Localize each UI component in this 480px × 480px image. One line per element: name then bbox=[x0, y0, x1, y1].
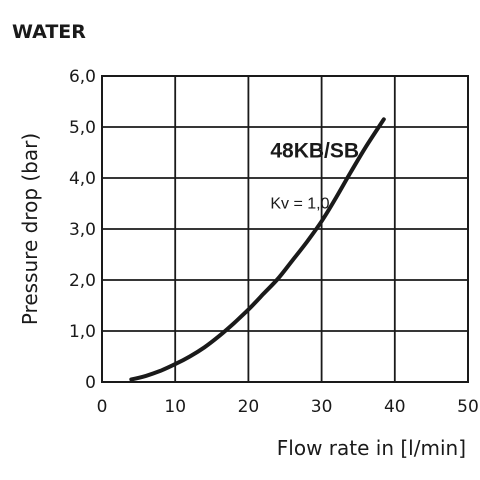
model-label: 48KB/SB bbox=[270, 140, 359, 163]
x-tick-label: 10 bbox=[164, 397, 186, 417]
kv-label: Kv = 1,0 bbox=[270, 196, 329, 213]
x-tick-label: 20 bbox=[238, 397, 260, 417]
plot-frame bbox=[101, 75, 469, 383]
x-tick-label: 30 bbox=[311, 397, 333, 417]
y-axis-label: Pressure drop (bar) bbox=[18, 133, 42, 325]
y-tick-label: 3,0 bbox=[69, 220, 96, 240]
x-tick-label: 0 bbox=[97, 397, 108, 417]
x-tick-label: 50 bbox=[457, 397, 479, 417]
x-axis-label: Flow rate in [l/min] bbox=[277, 436, 466, 460]
y-tick-label: 4,0 bbox=[69, 169, 96, 189]
chart-title: WATER bbox=[12, 21, 86, 43]
grid bbox=[101, 75, 469, 383]
y-tick-label: 0 bbox=[85, 373, 96, 393]
y-tick-label: 6,0 bbox=[69, 67, 96, 87]
x-tick-label: 40 bbox=[384, 397, 406, 417]
series-line bbox=[129, 117, 386, 382]
tick-labels: 0 10 20 30 40 50 0 1,0 2,0 3,0 4,0 5,0 6,0 bbox=[69, 67, 479, 417]
annotations: 48KB/SB Kv = 1,0 bbox=[270, 140, 359, 213]
y-tick-label: 1,0 bbox=[69, 322, 96, 342]
y-tick-label: 2,0 bbox=[69, 271, 96, 291]
y-tick-label: 5,0 bbox=[69, 118, 96, 138]
